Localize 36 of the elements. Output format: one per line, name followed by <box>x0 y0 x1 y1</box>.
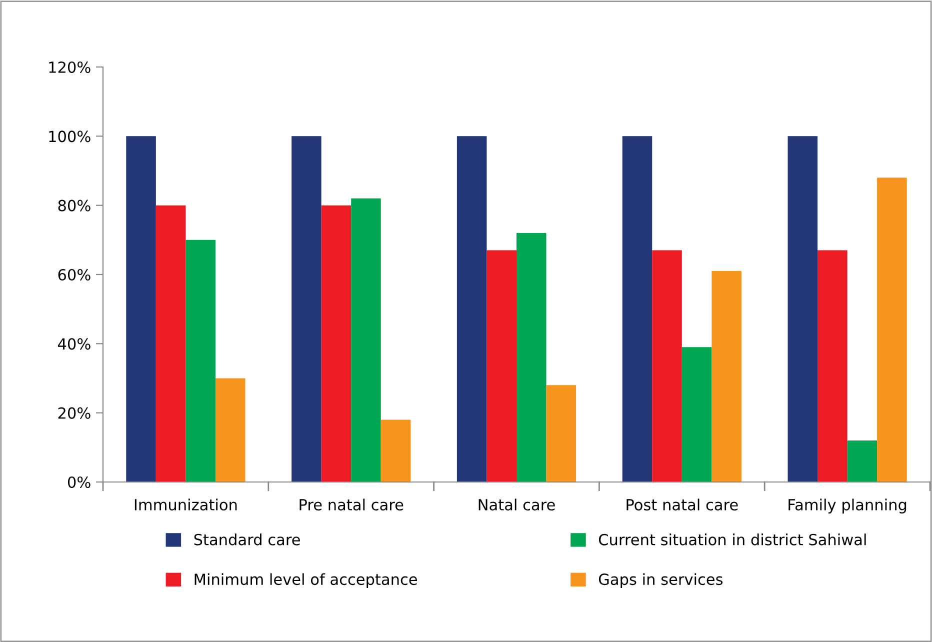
bar <box>516 233 546 482</box>
legend-label: Current situation in district Sahiwal <box>598 534 866 546</box>
bar <box>682 347 712 482</box>
bar <box>788 136 818 482</box>
legend-label: Standard care <box>194 534 300 546</box>
bar <box>877 178 907 482</box>
y-tick-label: 40% <box>58 338 90 350</box>
bar <box>126 136 156 482</box>
bar <box>818 250 848 482</box>
y-tick-label: 0% <box>68 476 90 488</box>
bar <box>156 205 186 482</box>
bar <box>712 271 742 482</box>
x-tick-label: Natal care <box>478 498 555 510</box>
y-tick-label: 100% <box>49 130 90 142</box>
x-tick-label: Family planning <box>788 498 906 514</box>
bar <box>186 240 216 482</box>
y-tick-label: 20% <box>58 407 90 419</box>
bar <box>456 136 487 482</box>
legend-label: Minimum level of acceptance <box>194 573 417 588</box>
bar <box>380 420 411 482</box>
bar <box>292 136 322 482</box>
x-tick-label: Post natal care <box>626 498 738 510</box>
bar <box>351 198 381 482</box>
bar <box>847 440 878 482</box>
y-tick-label: 80% <box>58 200 90 212</box>
bar <box>546 385 576 482</box>
bar <box>321 205 352 482</box>
y-tick-label: 60% <box>58 268 90 281</box>
bar <box>622 136 652 482</box>
bar <box>486 250 516 482</box>
x-tick-label: Pre natal care <box>300 498 404 510</box>
y-tick-label: 120% <box>49 61 90 74</box>
bar <box>215 378 246 482</box>
legend-label: Gaps in services <box>598 573 723 588</box>
bar <box>652 250 682 482</box>
x-tick-label: Immunization <box>134 498 237 510</box>
